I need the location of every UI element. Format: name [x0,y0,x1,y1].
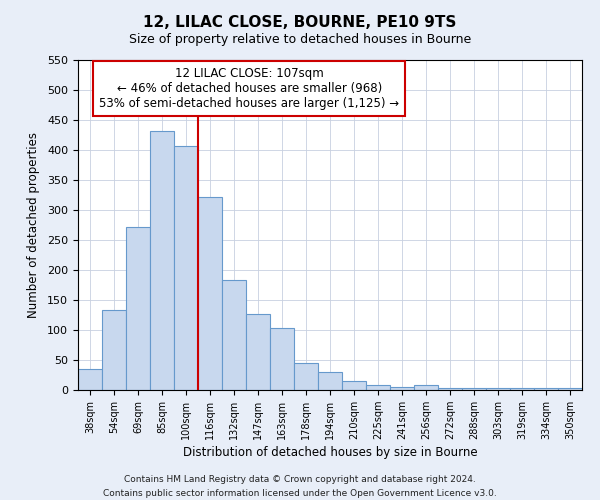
Bar [558,388,582,390]
Bar [486,388,510,390]
Bar [174,146,198,390]
Bar [342,381,366,390]
Bar [246,314,270,390]
Bar [294,363,318,390]
Bar [462,388,486,390]
Y-axis label: Number of detached properties: Number of detached properties [27,132,40,318]
Bar [198,197,222,390]
Bar [270,328,294,390]
Bar [222,280,246,390]
Bar [390,387,414,390]
Bar [102,310,126,390]
Bar [126,227,150,390]
Text: Size of property relative to detached houses in Bourne: Size of property relative to detached ho… [129,32,471,46]
Bar [438,388,462,390]
Bar [150,131,174,390]
X-axis label: Distribution of detached houses by size in Bourne: Distribution of detached houses by size … [182,446,478,459]
Text: 12, LILAC CLOSE, BOURNE, PE10 9TS: 12, LILAC CLOSE, BOURNE, PE10 9TS [143,15,457,30]
Bar [414,385,438,390]
Bar [78,369,102,390]
Bar [534,388,558,390]
Bar [318,372,342,390]
Text: 12 LILAC CLOSE: 107sqm
← 46% of detached houses are smaller (968)
53% of semi-de: 12 LILAC CLOSE: 107sqm ← 46% of detached… [99,66,400,110]
Bar [366,385,390,390]
Bar [510,388,534,390]
Text: Contains HM Land Registry data © Crown copyright and database right 2024.
Contai: Contains HM Land Registry data © Crown c… [103,476,497,498]
